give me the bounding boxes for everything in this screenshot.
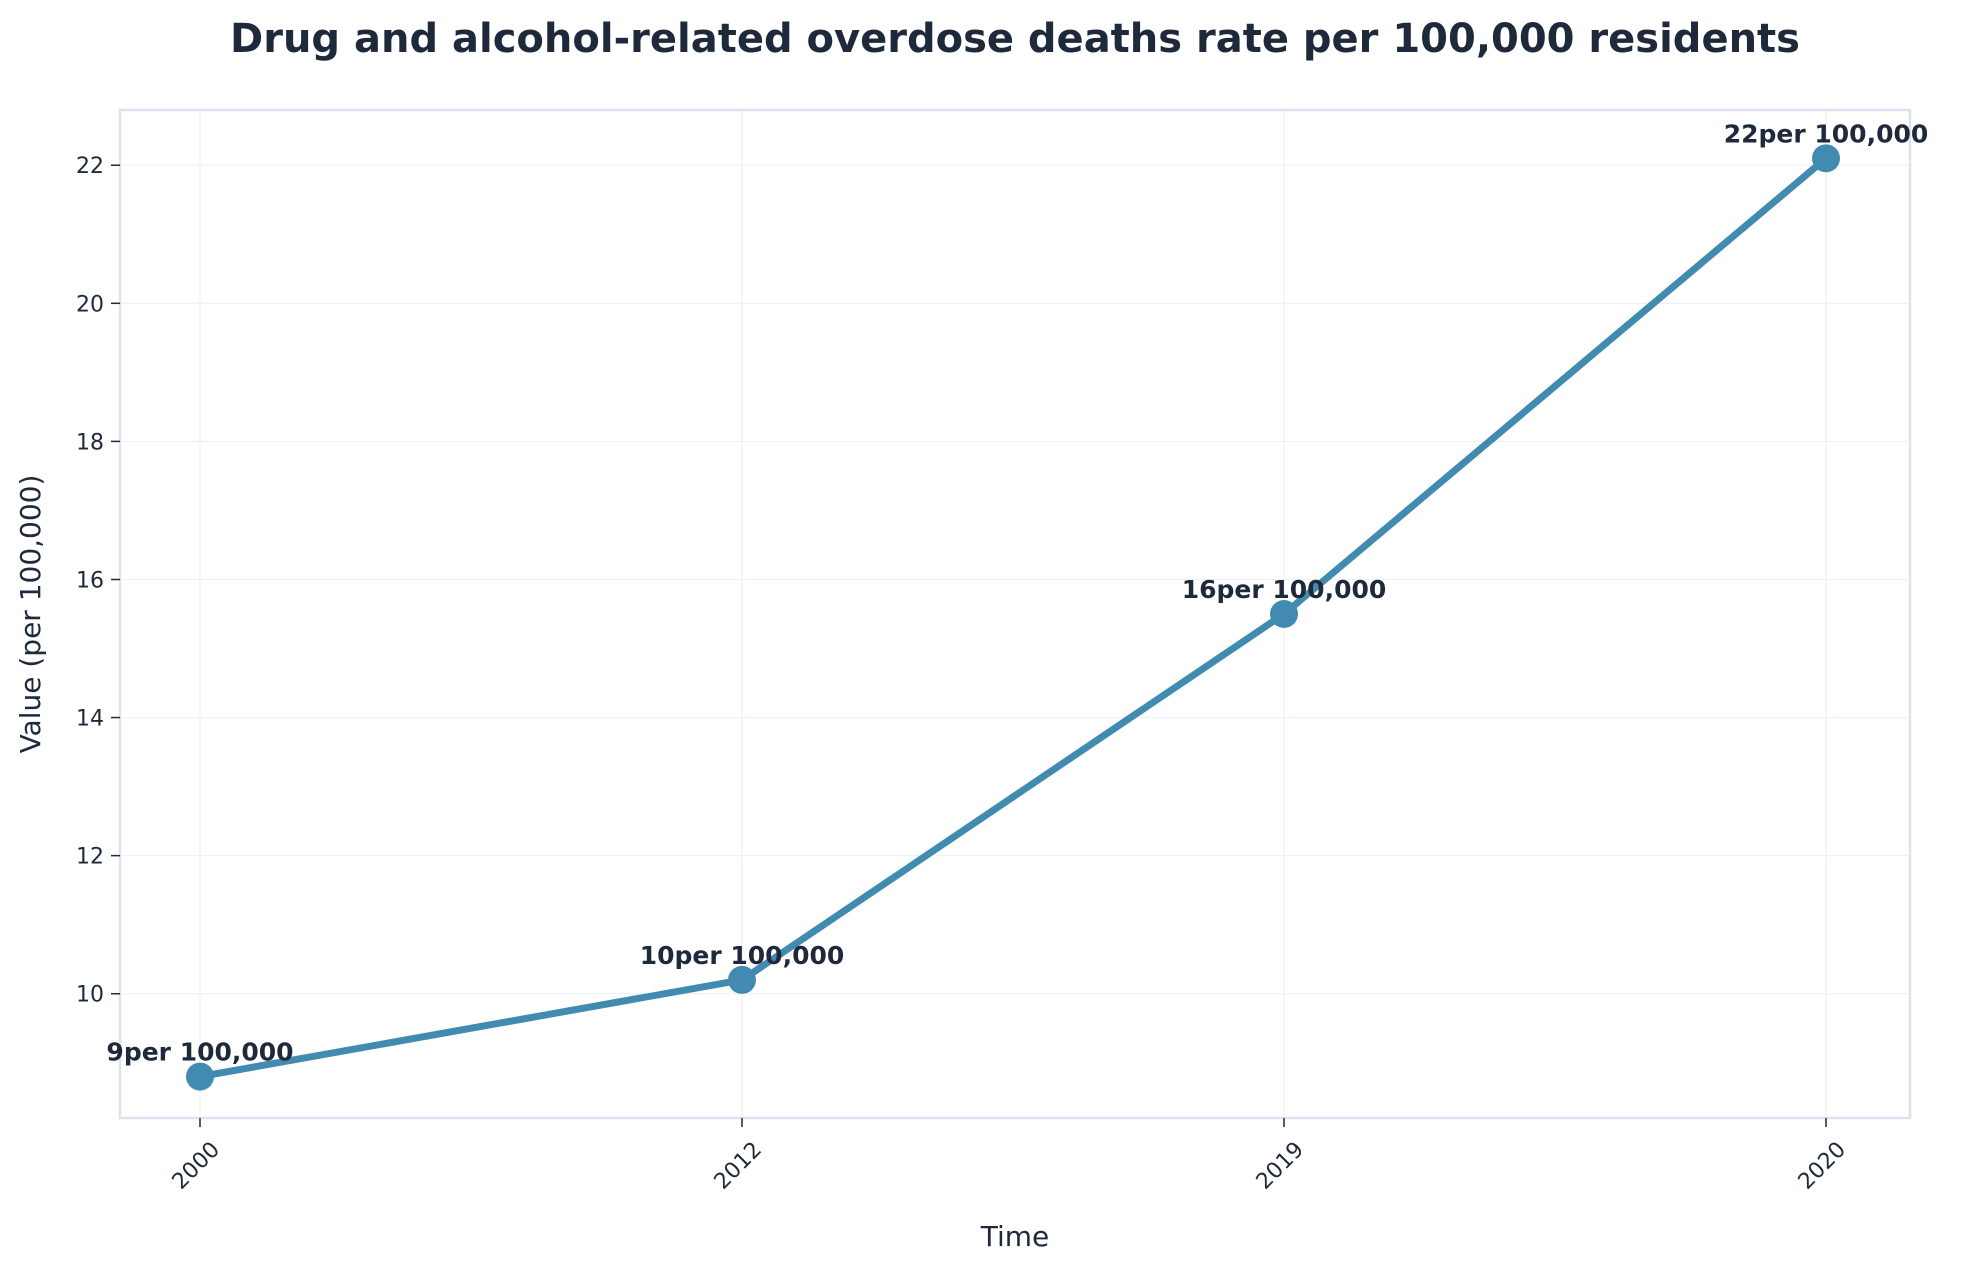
data-label: 16per 100,000 — [1182, 575, 1387, 604]
data-point — [1270, 600, 1298, 628]
data-point — [728, 965, 756, 994]
y-tick-label: 20 — [76, 292, 104, 317]
x-axis-label: Time — [980, 1220, 1050, 1253]
plot-frame — [118, 108, 1912, 1120]
y-tick-label: 12 — [76, 845, 104, 870]
y-tick-label: 10 — [76, 983, 104, 1008]
x-tick-label: 2012 — [710, 1137, 767, 1194]
data-label: 9per 100,000 — [106, 1038, 293, 1067]
y-axis-label: Value (per 100,000) — [14, 475, 47, 754]
y-tick-label: 22 — [76, 154, 104, 179]
series-layer — [186, 144, 1840, 1091]
chart-title: Drug and alcohol-related overdose deaths… — [230, 16, 1800, 62]
data-point — [186, 1062, 214, 1091]
x-tick-label: 2000 — [168, 1137, 225, 1194]
series-line — [196, 154, 1830, 1081]
y-tick-label: 16 — [76, 568, 104, 593]
data-label: 10per 100,000 — [640, 941, 845, 970]
label-layer: 9per 100,000 10per 100,000 16per 100,000 22… — [106, 119, 1928, 1066]
y-tick-label: 18 — [76, 430, 104, 455]
data-label: 22per 100,000 — [1724, 119, 1929, 148]
tick-layer: 10 12 14 16 18 20 22 2000 2012 2019 2020 — [76, 154, 1851, 1194]
x-tick-label: 2019 — [1252, 1137, 1309, 1194]
x-tick-label: 2020 — [1794, 1137, 1851, 1194]
data-point — [1812, 144, 1840, 173]
y-tick-label: 14 — [76, 707, 104, 732]
grid-layer — [120, 110, 1910, 1118]
